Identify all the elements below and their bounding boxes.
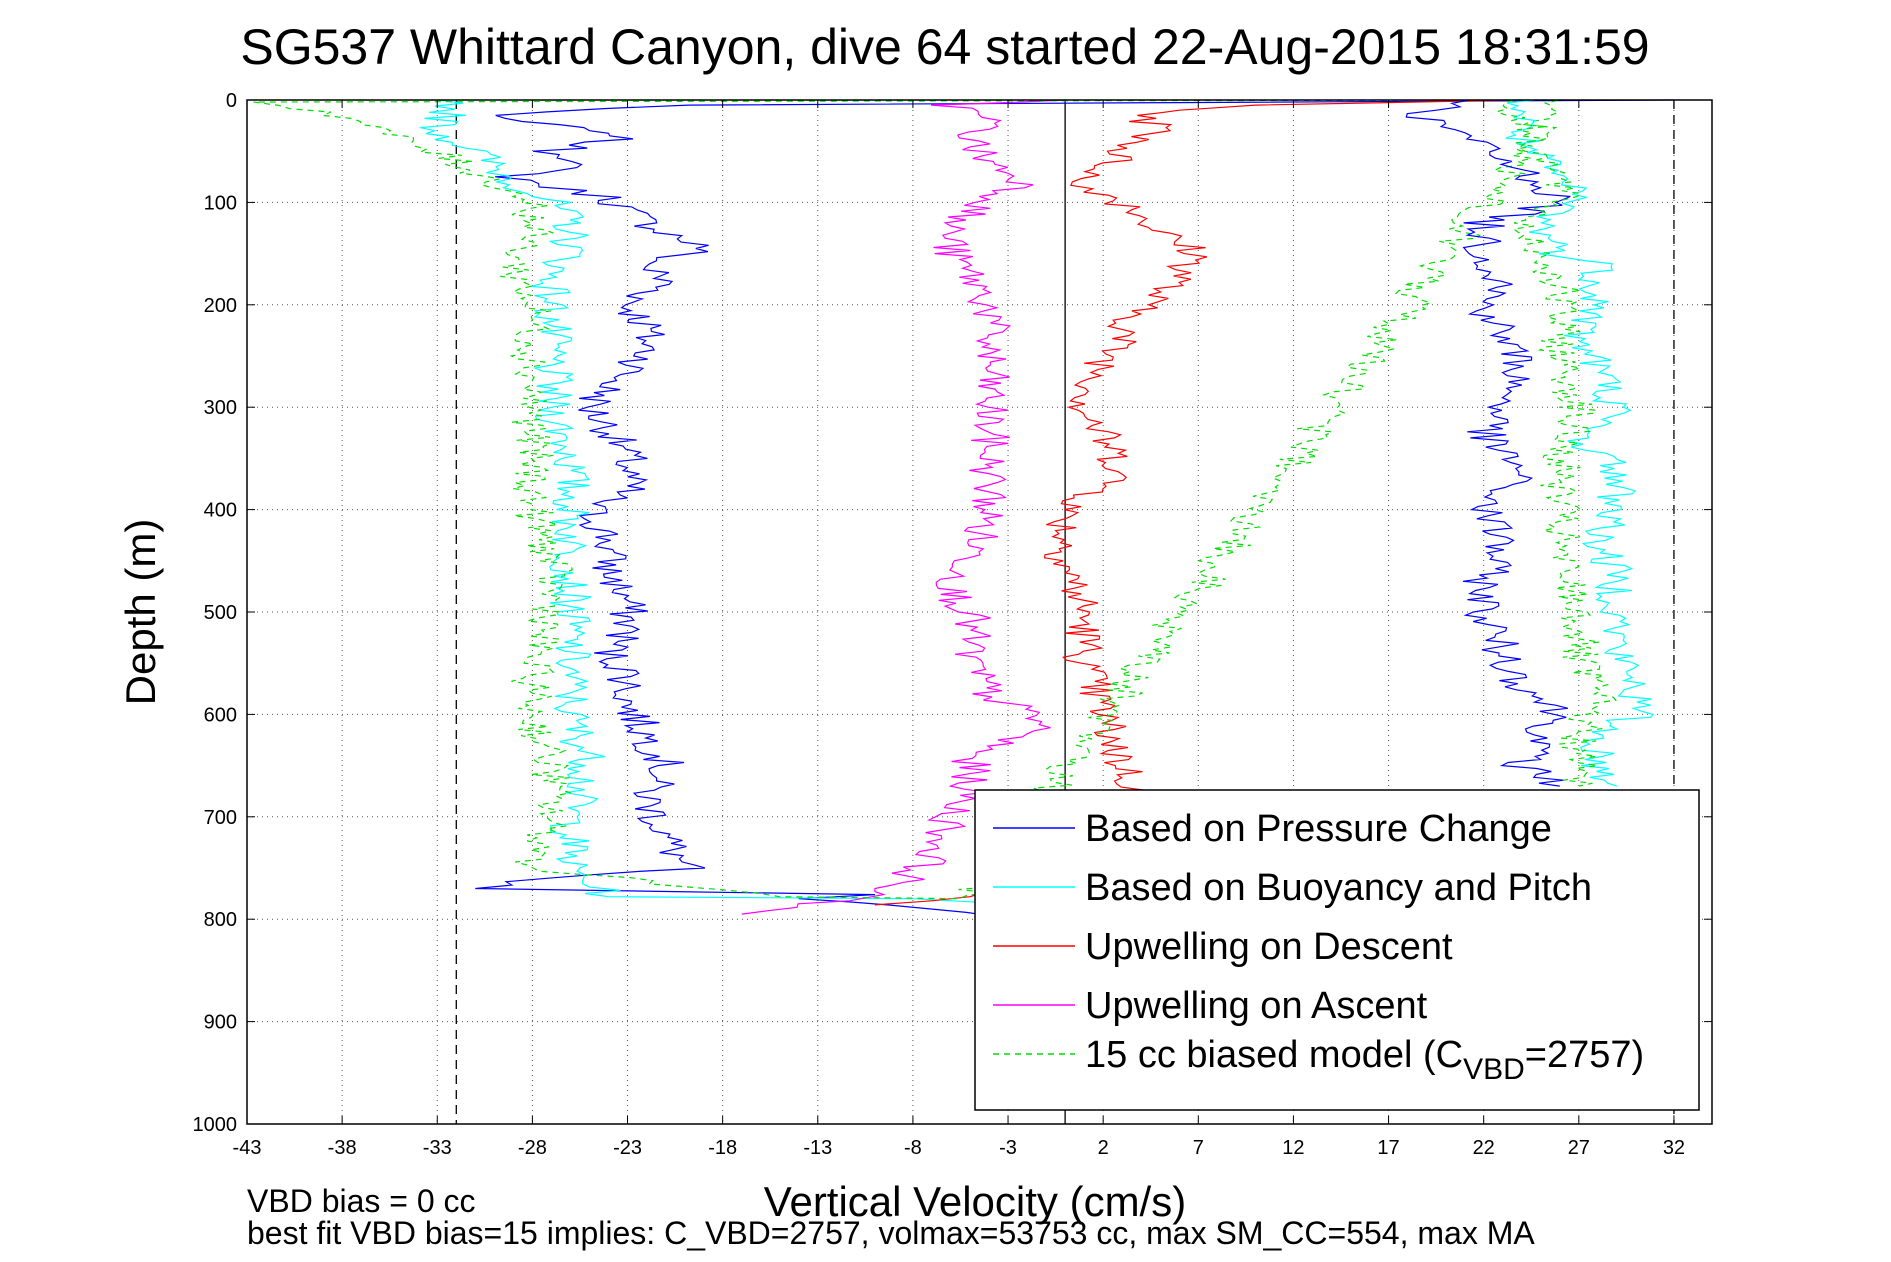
legend-items: Based on Pressure Change Based on Buoyanc…: [993, 808, 1644, 1086]
legend-label: Based on Pressure Change: [1085, 808, 1552, 850]
series-line-1: [419, 99, 1028, 910]
x-tick-label: 27: [1568, 1137, 1590, 1159]
chart-title: SG537 Whittard Canyon, dive 64 started 2…: [240, 19, 1649, 75]
x-axis-label: Vertical Velocity (cm/s): [764, 1178, 1186, 1225]
series-line-0: [475, 99, 1674, 920]
y-tick-label: 300: [204, 397, 237, 419]
x-tick-label: 32: [1663, 1137, 1685, 1159]
legend-label-text: 15 cc biased model (C: [1085, 1034, 1463, 1076]
legend-label: 15 cc biased model (CVBD=2757): [1085, 1034, 1644, 1086]
footer-line-2: best fit VBD bias=15 implies: C_VBD=2757…: [247, 1215, 1535, 1251]
y-tick-label: 0: [226, 90, 237, 112]
y-tick-label: 1000: [193, 1114, 238, 1136]
legend-label: Based on Buoyancy and Pitch: [1085, 867, 1592, 909]
x-tick-label: 2: [1098, 1137, 1109, 1159]
x-tick-label: -38: [328, 1137, 357, 1159]
legend: Based on Pressure Change Based on Buoyanc…: [974, 789, 1700, 1111]
y-axis-label: Depth (m): [117, 519, 164, 706]
y-tick-label: 100: [204, 192, 237, 214]
y-tick-label: 800: [204, 909, 237, 931]
y-tick-label: 600: [204, 704, 237, 726]
x-tick-label: -23: [613, 1137, 642, 1159]
x-tick-label: -43: [233, 1137, 262, 1159]
legend-label: Upwelling on Ascent: [1085, 985, 1428, 1027]
x-tick-label: -28: [518, 1137, 547, 1159]
x-tick-label: 22: [1473, 1137, 1495, 1159]
x-tick-label: -3: [999, 1137, 1017, 1159]
legend-label-text: Upwelling on Descent: [1085, 926, 1453, 968]
x-tick-label: -13: [803, 1137, 832, 1159]
legend-label-subscript: VBD: [1463, 1053, 1525, 1086]
x-tick-label: 12: [1282, 1137, 1304, 1159]
y-tick-label: 700: [204, 807, 237, 829]
x-tick-label: -18: [708, 1137, 737, 1159]
y-tick-label: 500: [204, 602, 237, 624]
legend-label-text: Upwelling on Ascent: [1085, 985, 1428, 1027]
legend-label: Upwelling on Descent: [1085, 926, 1453, 968]
y-tick-label: 900: [204, 1012, 237, 1034]
series-line-6: [1505, 99, 1654, 787]
y-tick-label: 400: [204, 500, 237, 522]
legend-label-tail: =2757): [1525, 1034, 1644, 1076]
x-tick-label: -33: [423, 1137, 452, 1159]
y-tick-label: 200: [204, 295, 237, 317]
x-tick-label: 7: [1193, 1137, 1204, 1159]
series-line-3: [741, 99, 1066, 915]
footer-line-1: VBD bias = 0 cc: [247, 1183, 476, 1219]
x-ticks: -43 -38 -33 -28 -23 -18 -13 -8 -3 2 7 12 17 22 27 32: [233, 100, 1685, 1159]
x-tick-label: -8: [904, 1137, 922, 1159]
y-ticks: 0 100 200 300 400 500 600 700 800 900 1000: [193, 90, 1712, 1136]
series-line-5: [1405, 99, 1571, 787]
legend-label-text: Based on Pressure Change: [1085, 808, 1552, 850]
series-line-2: [874, 99, 1522, 906]
series-group: [253, 99, 1674, 920]
legend-label-text: Based on Buoyancy and Pitch: [1085, 867, 1592, 909]
x-tick-label: 17: [1377, 1137, 1399, 1159]
legend-box: [974, 789, 1700, 1111]
